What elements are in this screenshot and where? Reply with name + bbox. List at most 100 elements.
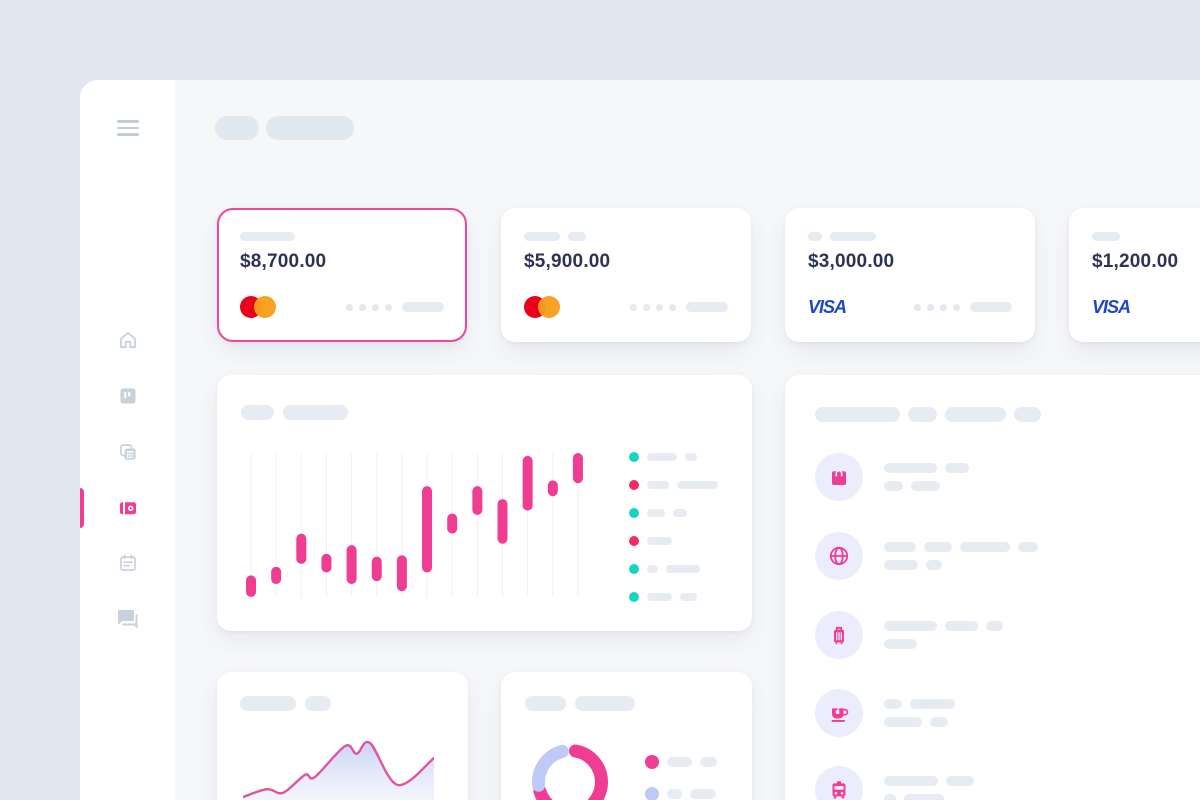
legend-row: [629, 564, 718, 574]
transaction-icon-circle: [815, 689, 863, 737]
legend-dot: [629, 508, 639, 518]
transaction-row[interactable]: [815, 532, 1038, 580]
skeleton-pill: [575, 696, 635, 711]
luggage-icon: [834, 626, 844, 645]
skeleton-pill: [647, 565, 658, 573]
skeleton-pill: [924, 542, 952, 552]
skeleton-pill: [945, 407, 1006, 422]
legend-row: [629, 592, 718, 602]
sidebar-item-chat[interactable]: [108, 600, 148, 640]
masked-dot: [914, 303, 921, 311]
skeleton-pill: [904, 794, 944, 800]
sidebar-item-kanban-board[interactable]: [108, 376, 148, 416]
skeleton-line: [884, 717, 955, 727]
card-label-skeleton: [240, 232, 444, 241]
skeleton-pill: [946, 776, 974, 786]
skeleton-pill: [884, 481, 903, 491]
balance-card-3[interactable]: $3,000.00 VISA: [785, 208, 1035, 342]
home-icon: [120, 331, 136, 349]
spending-donut-chart: [532, 744, 608, 800]
masked-card-number: [346, 302, 444, 312]
hamburger-menu-icon[interactable]: [117, 120, 139, 136]
app-window: $8,700.00 $5,900.00 $3,000.00 VISA $1,200.00…: [80, 80, 1200, 800]
balance-card-4[interactable]: $1,200.00 VISA: [1069, 208, 1200, 342]
skeleton-pill: [647, 593, 672, 601]
skeleton-line: [884, 542, 1038, 552]
card-balance: $8,700.00: [240, 251, 327, 272]
masked-card-number: [914, 302, 1012, 312]
skeleton-pill: [686, 302, 728, 312]
masked-dot: [385, 303, 392, 311]
skeleton-pill: [884, 463, 937, 473]
skeleton-pill: [647, 453, 677, 461]
skeleton-pill: [568, 232, 586, 241]
sidebar-item-home[interactable]: [108, 320, 148, 360]
sidebar-item-calendar[interactable]: [108, 543, 148, 583]
skeleton-pill: [884, 560, 918, 570]
masked-dot: [372, 303, 379, 311]
masked-dot: [359, 303, 366, 311]
legend-dot: [629, 452, 639, 462]
skeleton-pill: [525, 696, 566, 711]
masked-dot: [643, 303, 650, 311]
skeleton-pill: [647, 481, 669, 489]
skeleton-pill: [910, 699, 955, 709]
balance-card-1[interactable]: $8,700.00: [217, 208, 467, 342]
card-label-skeleton: [808, 232, 1012, 241]
card-label-skeleton: [1092, 232, 1200, 241]
range-chart-card: [217, 375, 752, 631]
globe-icon: [829, 546, 849, 566]
kanban-board-icon: [120, 388, 136, 404]
sidebar-item-wallet[interactable]: [108, 488, 148, 528]
skeleton-pill: [685, 453, 697, 461]
transaction-row[interactable]: [815, 453, 969, 501]
skeleton-pill: [1092, 232, 1120, 241]
masked-card-number: [630, 302, 728, 312]
masked-dot: [346, 303, 353, 311]
skeleton-pill: [283, 405, 348, 420]
skeleton-pill: [666, 565, 700, 573]
skeleton-pill: [884, 794, 896, 800]
skeleton-pill: [945, 621, 978, 631]
shopping-bag-icon: [832, 469, 846, 485]
skeleton-pill: [647, 509, 665, 517]
transactions-header-skeleton: [815, 407, 1041, 422]
skeleton-pill: [647, 537, 672, 545]
skeleton-pill: [240, 696, 296, 711]
legend-row: [629, 452, 718, 462]
skeleton-pill: [986, 621, 1003, 631]
balance-card-2[interactable]: $5,900.00: [501, 208, 751, 342]
masked-dot: [630, 303, 637, 311]
legend-row: [629, 480, 718, 490]
transaction-icon-circle: [815, 766, 863, 800]
skeleton-pill: [524, 232, 560, 241]
skeleton-line: [884, 639, 1003, 649]
range-candlestick-chart: [246, 453, 583, 597]
skeleton-pill: [884, 639, 917, 649]
masked-dot: [927, 303, 934, 311]
skeleton-pill: [241, 405, 274, 420]
skeleton-pill: [667, 789, 682, 799]
trend-title-skeleton: [240, 696, 331, 711]
legend-row: [629, 508, 718, 518]
transaction-icon-circle: [815, 453, 863, 501]
skeleton-line: [884, 463, 969, 473]
transaction-row[interactable]: [815, 689, 955, 737]
skeleton-pill: [240, 232, 295, 241]
skeleton-pill: [970, 302, 1012, 312]
transaction-row[interactable]: [815, 611, 1003, 659]
transaction-text-skeleton: [884, 542, 1038, 570]
sidebar-item-calculator-copy[interactable]: [108, 432, 148, 472]
masked-dot: [669, 303, 676, 311]
transaction-text-skeleton: [884, 699, 955, 727]
card-footer: VISA: [808, 294, 1012, 320]
skeleton-pill: [830, 232, 876, 241]
skeleton-pill: [884, 699, 902, 709]
legend-dot: [629, 480, 639, 490]
transaction-row[interactable]: [815, 766, 974, 800]
skeleton-line: [884, 699, 955, 709]
skeleton-pill: [960, 542, 1010, 552]
visa-logo: VISA: [808, 296, 847, 317]
legend-dot: [645, 787, 659, 800]
trend-area-chart: [243, 740, 434, 800]
